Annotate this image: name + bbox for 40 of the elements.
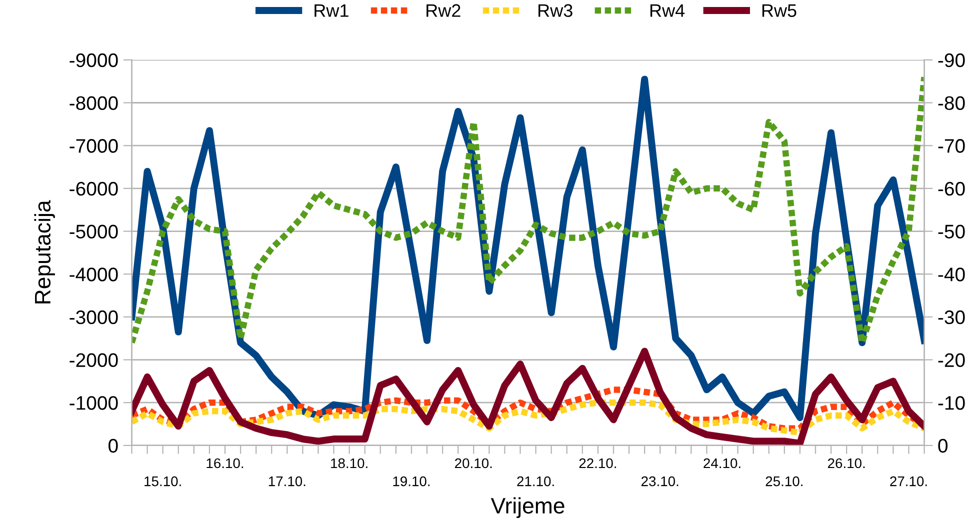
legend-label: Rw3 [538,4,572,17]
y2-tick-label: -10 [938,396,965,410]
x-tick-label: 15.10. [144,476,181,486]
y-tick-label: -1000 [70,396,118,410]
x-tick-label: 26.10. [828,458,865,468]
y2-tick-label: -50 [938,224,965,239]
y-tick-label: -4000 [70,268,118,282]
y2-tick-label: -60 [938,182,965,196]
x-tick-label: 25.10. [766,476,802,486]
x-tick-label: 23.10. [641,476,678,486]
legend-label: Rw2 [426,4,460,17]
x-tick-label: 16.10. [206,458,244,468]
x-tick-label: 21.10. [517,476,554,486]
legend-label: Rw1 [314,4,348,17]
x-tick-label: 22.10. [579,458,616,468]
x-tick-label: 19.10. [393,476,430,486]
x-tick-label: 24.10. [704,458,740,468]
x-axis-title: Vrijeme [490,497,564,518]
y-tick-label: -8000 [70,96,118,110]
x-tick-label: 18.10. [331,458,368,468]
y-tick-label: -7000 [70,139,118,153]
y-tick-label: 0 [108,438,118,453]
y-tick-label: -2000 [70,353,118,368]
y-axis-title: Reputacija [34,200,55,304]
y-tick-label: -9000 [70,53,118,68]
y2-tick-label: -20 [938,353,965,368]
y2-tick-label: -70 [938,139,965,153]
x-tick-label: 27.10. [890,476,927,486]
y-tick-label: -6000 [70,182,118,196]
y2-tick-label: -30 [938,310,965,324]
y-tick-label: -3000 [70,310,118,324]
y-tick-label: -5000 [70,224,118,239]
x-tick-label: 20.10. [455,458,492,468]
legend-label: Rw4 [650,4,685,17]
y2-tick-label: -90 [938,53,965,68]
y2-tick-label: -80 [938,96,965,110]
y2-tick-label: -40 [938,268,965,282]
x-tick-label: 17.10. [268,476,306,486]
y2-tick-label: 0 [938,438,948,453]
legend-label: Rw5 [762,4,796,17]
